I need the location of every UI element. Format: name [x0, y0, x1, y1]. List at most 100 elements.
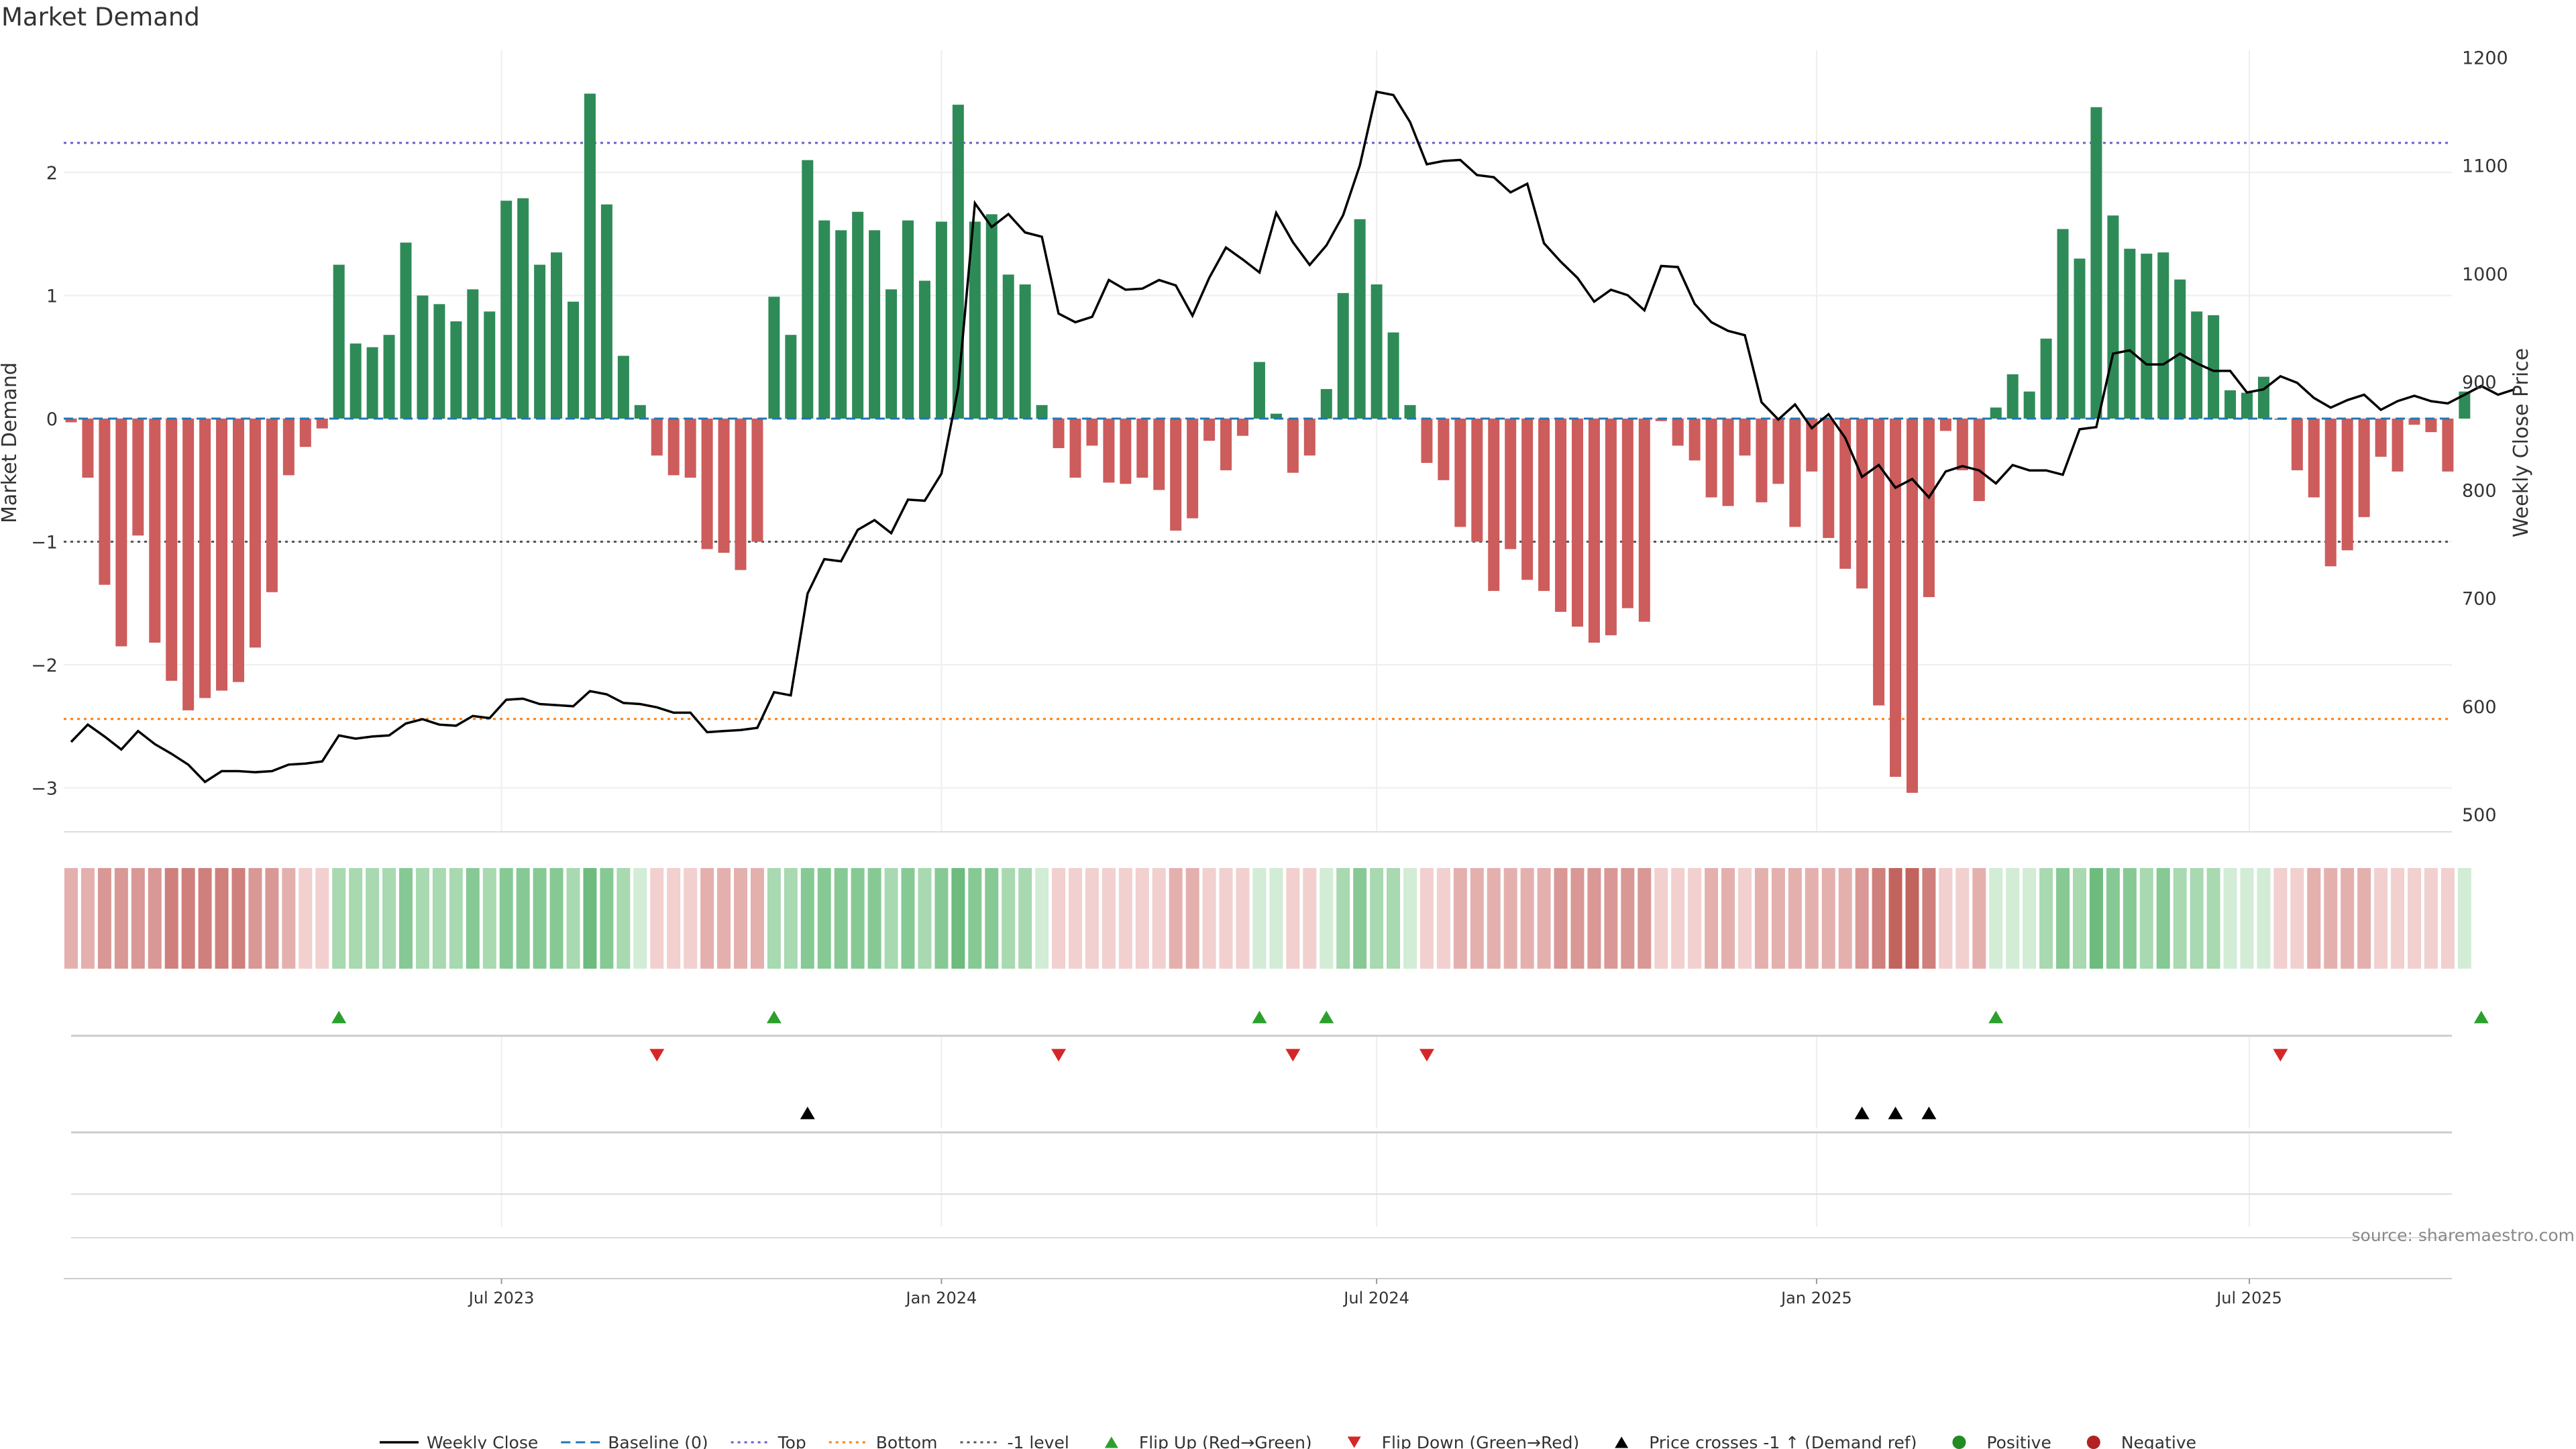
heat-cell — [784, 868, 798, 969]
heat-cell — [1370, 868, 1384, 969]
heat-cell — [97, 868, 111, 969]
demand-bar — [1956, 419, 1968, 471]
demand-bar — [2341, 419, 2353, 551]
heat-cell — [2073, 868, 2086, 969]
heat-cell — [332, 868, 346, 969]
flip-up-marker — [331, 1010, 347, 1024]
heat-cell — [667, 868, 681, 969]
heat-cell — [1303, 868, 1317, 969]
heat-cell — [985, 868, 999, 969]
heat-cell — [1888, 868, 1902, 969]
legend: Weekly Close Baseline (0) Top Bottom -1 leve… — [379, 1433, 2196, 1449]
heat-cell — [600, 868, 614, 969]
demand-bar — [1438, 419, 1450, 480]
flip-up-marker — [1252, 1010, 1267, 1024]
heat-cell — [1788, 868, 1802, 969]
demand-bar — [1320, 388, 1332, 419]
heat-cell — [1169, 868, 1183, 969]
demand-bar — [985, 214, 998, 419]
demand-bar — [802, 160, 814, 419]
legend-label: Bottom — [876, 1433, 938, 1449]
heat-cell — [2408, 868, 2421, 969]
heat-cell — [968, 868, 982, 969]
demand-bar — [1069, 419, 1081, 478]
demand-bar — [299, 419, 311, 447]
heat-cell — [382, 868, 396, 969]
demand-bar — [149, 419, 161, 643]
heat-cell — [2123, 868, 2137, 969]
heat-cell — [1587, 868, 1601, 969]
demand-bar — [818, 220, 830, 419]
demand-bar — [2174, 279, 2186, 419]
demand-bar — [534, 264, 546, 419]
heat-cell — [800, 868, 814, 969]
x-tick-label: Jan 2025 — [1780, 1289, 1852, 1307]
right-axis-label: Weekly Close Price — [2510, 348, 2533, 537]
heat-cell — [1570, 868, 1585, 969]
heat-cell — [114, 868, 128, 969]
heat-cell — [1085, 868, 1099, 969]
demand-bar — [115, 419, 127, 647]
demand-bar — [1521, 419, 1534, 580]
heat-cell — [2190, 868, 2204, 969]
demand-bar — [350, 343, 362, 419]
price-cross-marker — [1854, 1106, 1870, 1120]
demand-bar — [918, 280, 930, 419]
heat-cell — [1771, 868, 1785, 969]
demand-bar — [1136, 419, 1148, 478]
demand-bar — [1270, 413, 1282, 419]
heat-cell — [80, 868, 95, 969]
heat-cell — [1286, 868, 1300, 969]
heat-cell — [1052, 868, 1066, 969]
heat-cell — [934, 868, 949, 969]
legend-item: -1 level — [960, 1433, 1069, 1449]
demand-bar — [1973, 419, 1985, 501]
right-tick-label: 700 — [2462, 589, 2497, 610]
left-tick-label: 1 — [46, 286, 58, 307]
demand-bar — [1387, 332, 1399, 419]
demand-bar — [935, 221, 947, 419]
demand-bar — [751, 419, 763, 542]
demand-bar — [2241, 392, 2253, 419]
demand-bar — [1705, 419, 1717, 498]
flip-down-marker — [1285, 1049, 1301, 1062]
demand-bar — [233, 419, 244, 682]
heat-cell — [1185, 868, 1199, 969]
heat-cell — [366, 868, 380, 969]
demand-bar — [2257, 376, 2269, 419]
legend-item: Positive — [1952, 1433, 2051, 1449]
heat-cell — [1118, 868, 1132, 969]
demand-bar — [182, 419, 195, 710]
demand-bar — [2308, 419, 2320, 498]
heat-cell — [616, 868, 631, 969]
demand-bar — [1655, 419, 1667, 421]
legend-label: Flip Up (Red→Green) — [1139, 1433, 1312, 1449]
demand-bar — [1404, 405, 1416, 419]
heat-cell — [817, 868, 831, 969]
demand-bar — [1939, 419, 1951, 431]
demand-bar — [1722, 419, 1734, 506]
price-cross-marker — [1921, 1106, 1937, 1120]
demand-bar — [768, 297, 780, 419]
heat-cell — [2307, 868, 2321, 969]
left-axis-ticks: −3 −2 −1 0 1 2 — [31, 163, 58, 800]
signal-panels — [64, 1034, 2452, 1279]
demand-bar — [1371, 284, 1383, 419]
x-tick-label: Jan 2024 — [905, 1289, 977, 1307]
demand-bar — [1672, 419, 1684, 446]
heat-cell — [700, 868, 714, 969]
flip-up-marker — [1319, 1010, 1334, 1024]
demand-bar — [568, 301, 579, 419]
demand-bar — [1555, 419, 1567, 612]
demand-bar — [1873, 419, 1885, 706]
heat-cell — [834, 868, 848, 969]
heat-cell — [1905, 868, 1919, 969]
heat-cell — [415, 868, 429, 969]
demand-bar — [249, 419, 261, 648]
demand-bar — [1756, 419, 1768, 502]
legend-label: Baseline (0) — [608, 1433, 708, 1449]
heat-cell — [1336, 868, 1350, 969]
demand-bar — [2124, 248, 2136, 419]
demand-bar — [517, 198, 529, 419]
heat-cell — [2257, 868, 2271, 969]
